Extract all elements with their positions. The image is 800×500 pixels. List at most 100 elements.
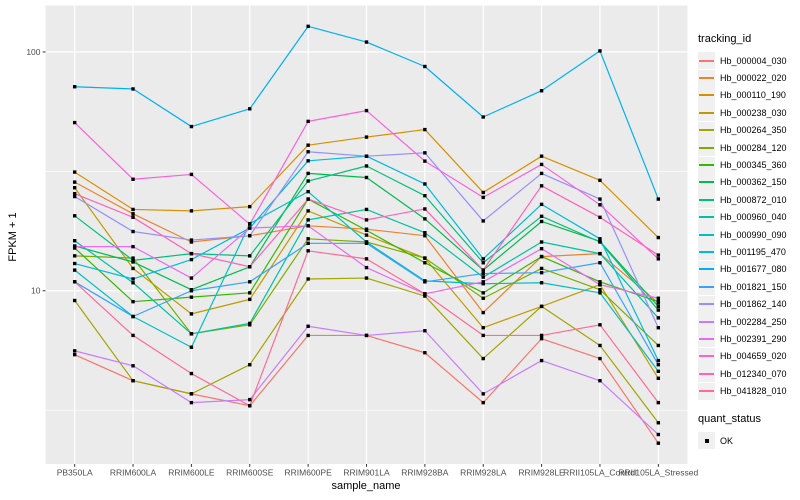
legend-color-line <box>699 303 714 306</box>
quant-ok-marker-icon <box>698 432 715 449</box>
legend-color-line <box>699 268 714 271</box>
legend-item-label: Hb_001195_470 <box>720 246 786 257</box>
data-point <box>189 312 194 316</box>
legend-item-Hb_012340_070: Hb_012340_070 <box>698 365 798 383</box>
data-point <box>189 371 194 376</box>
data-point <box>131 333 135 338</box>
legend-item-Hb_041828_010: Hb_041828_010 <box>698 382 798 400</box>
legend-color-line <box>699 285 714 288</box>
data-point <box>248 363 252 367</box>
data-point <box>539 240 544 244</box>
data-point <box>306 324 310 328</box>
data-point <box>539 89 544 93</box>
data-point <box>306 189 310 194</box>
data-point <box>306 143 310 147</box>
data-point <box>364 175 369 180</box>
data-point <box>539 358 544 363</box>
data-point <box>539 154 544 158</box>
legend-color-line <box>699 233 714 236</box>
data-point <box>131 87 135 91</box>
legend-color-line <box>699 337 714 340</box>
legend-color-line <box>699 77 714 80</box>
y-tick-label: 10 <box>31 286 41 296</box>
data-point <box>539 336 544 341</box>
legend-color-line <box>699 94 714 97</box>
data-point <box>248 107 252 111</box>
data-point <box>656 253 661 257</box>
legend-item-label: Hb_000990_090 <box>720 229 787 240</box>
data-point <box>248 226 252 230</box>
data-point <box>189 289 194 293</box>
data-point <box>72 261 77 266</box>
data-point <box>539 304 544 309</box>
data-point <box>481 115 485 119</box>
data-point <box>364 257 369 261</box>
data-point <box>364 154 369 158</box>
legend-key-swatch <box>698 278 715 296</box>
legend-item-Hb_000345_360: Hb_000345_360 <box>698 156 798 174</box>
data-point <box>306 218 310 222</box>
data-point <box>364 233 369 237</box>
legend-key-swatch <box>698 295 715 313</box>
data-point <box>189 257 194 262</box>
data-point <box>598 323 602 327</box>
legend-color-line <box>699 216 714 219</box>
data-point <box>656 369 661 373</box>
x-axis-title: sample_name <box>331 480 401 492</box>
data-point <box>598 343 602 348</box>
legend-item-label: Hb_002284_250 <box>720 316 787 327</box>
data-point <box>131 266 135 271</box>
legend-key-swatch <box>698 208 715 226</box>
data-point <box>481 190 485 195</box>
legend-color-line <box>699 372 714 375</box>
legend-item-Hb_004659_020: Hb_004659_020 <box>698 347 798 365</box>
legend-item-label: Hb_004659_020 <box>720 351 787 362</box>
data-point <box>656 358 661 363</box>
data-point <box>189 251 194 256</box>
data-point <box>481 291 485 295</box>
data-point <box>423 194 427 198</box>
data-point <box>423 292 427 296</box>
data-point <box>131 379 135 383</box>
data-point <box>248 265 252 269</box>
data-point <box>656 421 661 425</box>
data-point <box>364 241 369 246</box>
data-point <box>539 281 544 285</box>
data-point <box>539 184 544 188</box>
data-point <box>72 244 77 249</box>
legend-item-label: Hb_000022_020 <box>720 73 787 84</box>
data-point <box>481 400 485 405</box>
quant-status-legend-item: OK <box>698 432 798 449</box>
tracking-id-legend-items: Hb_000004_030 Hb_000022_020 Hb_000110_190 H… <box>698 52 798 400</box>
legend-key-swatch <box>698 243 715 261</box>
legend-item-Hb_000238_030: Hb_000238_030 <box>698 104 798 122</box>
data-point <box>131 244 135 249</box>
data-point <box>423 261 427 265</box>
data-point <box>364 218 369 222</box>
data-point <box>423 182 427 186</box>
data-point <box>656 432 661 437</box>
data-point <box>72 180 77 184</box>
legend-color-line <box>699 390 714 393</box>
data-point <box>72 186 77 190</box>
legend-item-Hb_000284_120: Hb_000284_120 <box>698 139 798 157</box>
legend-key-swatch <box>698 52 715 70</box>
data-point <box>364 265 369 270</box>
x-tick-label: RRII105LA_Control <box>563 468 637 478</box>
data-point <box>539 246 544 251</box>
data-point <box>481 310 485 315</box>
data-point <box>481 219 485 223</box>
data-point <box>72 268 77 272</box>
legend-item-Hb_001195_470: Hb_001195_470 <box>698 243 798 261</box>
data-point <box>189 124 194 129</box>
legend-key-swatch <box>698 156 715 174</box>
legend-item-Hb_000362_150: Hb_000362_150 <box>698 173 798 191</box>
legend-item-label: Hb_000264_350 <box>720 125 787 136</box>
data-point <box>131 277 135 281</box>
data-point <box>306 209 310 213</box>
legend-key-swatch <box>698 173 715 191</box>
data-point <box>539 266 544 271</box>
data-point <box>189 400 194 405</box>
legend-key-swatch <box>698 382 715 400</box>
